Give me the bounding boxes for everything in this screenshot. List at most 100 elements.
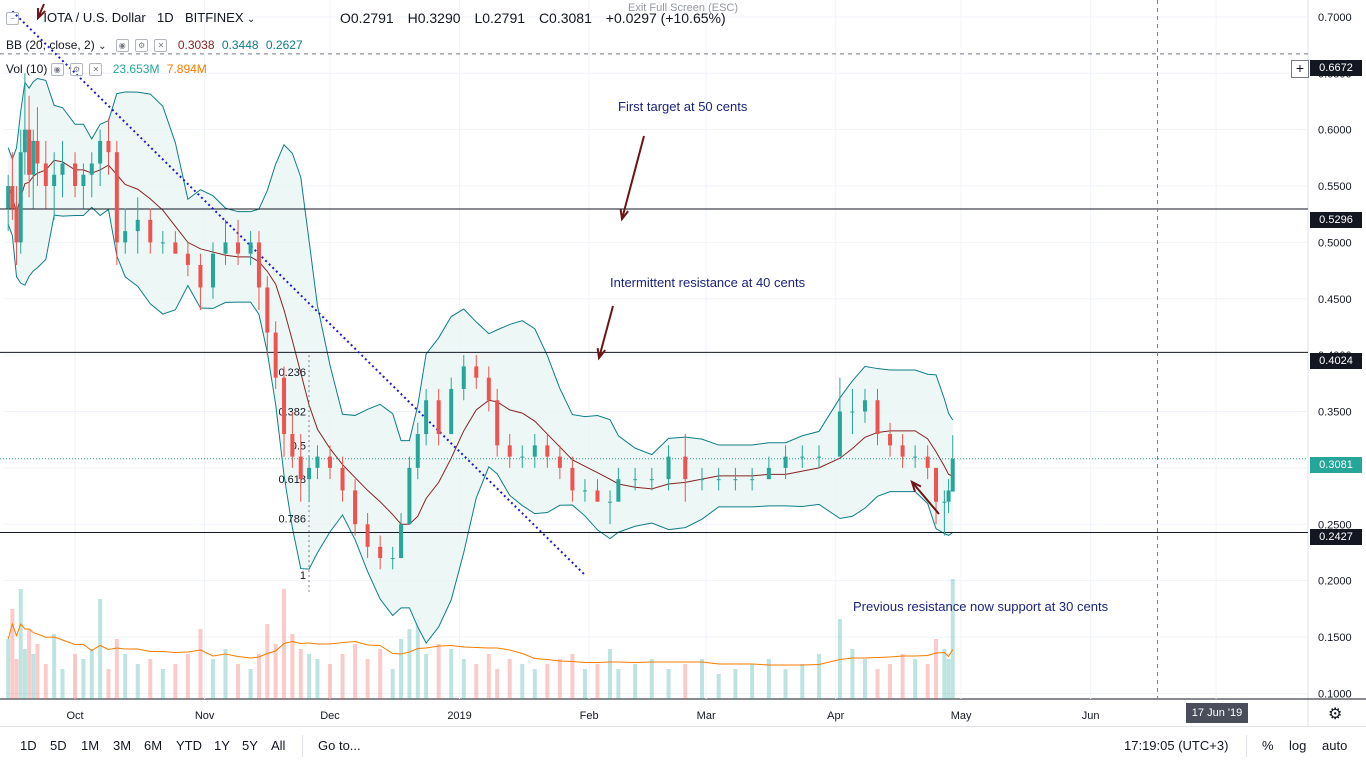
candle-body bbox=[520, 456, 525, 458]
vol-value: 23.653M bbox=[112, 62, 160, 76]
candle-body bbox=[106, 140, 111, 153]
candle-body bbox=[89, 163, 94, 175]
price-tick-label: 0.1500 bbox=[1318, 632, 1352, 644]
symbol-name[interactable]: IOTA / U.S. Dollar bbox=[43, 10, 146, 25]
volume-bar bbox=[875, 669, 880, 699]
high-value: H0.3290 bbox=[407, 10, 461, 26]
volume-bar bbox=[185, 654, 190, 699]
candle-body bbox=[27, 129, 32, 175]
volume-bar bbox=[27, 629, 32, 699]
arrow-head bbox=[596, 347, 606, 361]
candle-body bbox=[595, 490, 600, 502]
bb-lower-value: 0.2627 bbox=[265, 38, 303, 52]
candle-body bbox=[290, 434, 295, 457]
volume-bar bbox=[934, 639, 939, 699]
close-icon[interactable]: ✕ bbox=[89, 63, 103, 77]
timeframe-1m[interactable]: 1M bbox=[81, 738, 100, 753]
exit-fullscreen-hint[interactable]: Exit Full Screen (ESC) bbox=[628, 2, 739, 14]
annotation-arrow bbox=[621, 135, 645, 220]
bb-basis-line bbox=[7, 159, 953, 525]
volume-bar bbox=[35, 644, 40, 699]
volume-bar bbox=[862, 659, 867, 699]
timeframe-1d[interactable]: 1D bbox=[20, 738, 37, 753]
annotation-arrow bbox=[911, 481, 940, 515]
bb-lower-line bbox=[7, 206, 954, 644]
log-toggle[interactable]: log bbox=[1289, 738, 1307, 753]
candle-body bbox=[461, 366, 466, 389]
close-value: C0.3081 bbox=[538, 10, 592, 26]
candle-body bbox=[407, 467, 412, 525]
volume-bar bbox=[750, 664, 755, 699]
volume-bar bbox=[52, 634, 57, 699]
eye-icon[interactable]: ◉ bbox=[50, 63, 64, 77]
candle-body bbox=[875, 400, 880, 435]
bottom-toolbar: 1D 5D 1M 3M 6M YTD 1Y 5Y All Go to... 17… bbox=[0, 726, 1366, 767]
change-value: +0.0297 (+10.65%) bbox=[605, 10, 726, 26]
close-icon[interactable]: ✕ bbox=[154, 39, 168, 53]
candle-body bbox=[557, 456, 562, 468]
plus-icon[interactable]: + bbox=[1291, 60, 1309, 78]
price-chart[interactable]: 0.70000.65000.60000.55000.50000.45000.40… bbox=[0, 0, 1366, 726]
eye-icon[interactable]: ◉ bbox=[115, 39, 129, 53]
percent-toggle[interactable]: % bbox=[1262, 738, 1274, 753]
time-tick-label: Mar bbox=[697, 710, 716, 722]
volume-bar bbox=[461, 659, 466, 699]
chevron-down-icon[interactable]: ⌄ bbox=[98, 41, 107, 52]
volume-bar bbox=[616, 669, 621, 699]
exchange-label: BITFINEX bbox=[185, 10, 244, 25]
volume-bar bbox=[14, 659, 19, 699]
divider bbox=[1246, 735, 1247, 757]
volume-bar bbox=[135, 664, 140, 699]
candle-body bbox=[198, 264, 203, 288]
gear-icon[interactable]: ⚙ bbox=[1328, 706, 1343, 723]
crosshair-price-tag: 0.6672 bbox=[1310, 60, 1362, 76]
volume-bar bbox=[210, 659, 215, 699]
volume-bar bbox=[6, 639, 11, 699]
volume-bar bbox=[424, 654, 429, 699]
time-tick-label: Feb bbox=[580, 710, 599, 722]
gear-icon[interactable]: ⚙ bbox=[70, 63, 84, 77]
timeframe-all[interactable]: All bbox=[271, 738, 286, 753]
gear-icon[interactable]: ⚙ bbox=[135, 39, 149, 53]
candle-body bbox=[532, 445, 537, 457]
candle-body bbox=[733, 479, 738, 481]
volume-bar bbox=[633, 664, 638, 699]
volume-bar bbox=[946, 659, 951, 699]
candle-body bbox=[60, 163, 65, 175]
time-tick-label: Oct bbox=[66, 710, 83, 722]
volume-bar bbox=[378, 649, 383, 699]
collapse-icon[interactable]: − bbox=[6, 12, 19, 26]
volume-bar bbox=[265, 624, 270, 699]
candle-body bbox=[474, 366, 479, 378]
clock-display[interactable]: 17:19:05 (UTC+3) bbox=[1124, 738, 1229, 753]
volume-bar bbox=[570, 654, 575, 699]
auto-toggle[interactable]: auto bbox=[1322, 738, 1348, 753]
candle-body bbox=[114, 152, 119, 243]
volume-bar bbox=[520, 664, 525, 699]
bb-label[interactable]: BB (20, close, 2) bbox=[6, 38, 95, 52]
goto-button[interactable]: Go to... bbox=[318, 738, 361, 753]
candle-body bbox=[22, 129, 27, 153]
volume-bar bbox=[328, 664, 332, 699]
volume-bar bbox=[114, 639, 119, 699]
bb-upper-value: 0.3448 bbox=[221, 38, 259, 52]
candle-body bbox=[236, 242, 241, 254]
timeframe-5y[interactable]: 5Y bbox=[242, 738, 258, 753]
candle-body bbox=[328, 456, 332, 468]
candle-body bbox=[135, 219, 140, 232]
annotation-resistance: Intermittent resistance at 40 cents bbox=[610, 275, 806, 290]
candle-body bbox=[282, 377, 287, 435]
chevron-down-icon[interactable]: ⌄ bbox=[246, 14, 256, 25]
price-tick-label: 0.6000 bbox=[1318, 125, 1352, 137]
timeframe-5d[interactable]: 5D bbox=[50, 738, 67, 753]
candle-body bbox=[160, 242, 165, 244]
timeframe-1y[interactable]: 1Y bbox=[214, 738, 230, 753]
candle-body bbox=[495, 400, 500, 446]
volume-ma-line bbox=[7, 622, 954, 666]
volume-bar bbox=[888, 664, 893, 699]
fib-level-label: 0.786 bbox=[278, 514, 306, 526]
vol-label[interactable]: Vol (10) bbox=[6, 62, 48, 76]
timeframe-6m[interactable]: 6M bbox=[144, 738, 163, 753]
timeframe-ytd[interactable]: YTD bbox=[176, 738, 202, 753]
timeframe-3m[interactable]: 3M bbox=[113, 738, 132, 753]
